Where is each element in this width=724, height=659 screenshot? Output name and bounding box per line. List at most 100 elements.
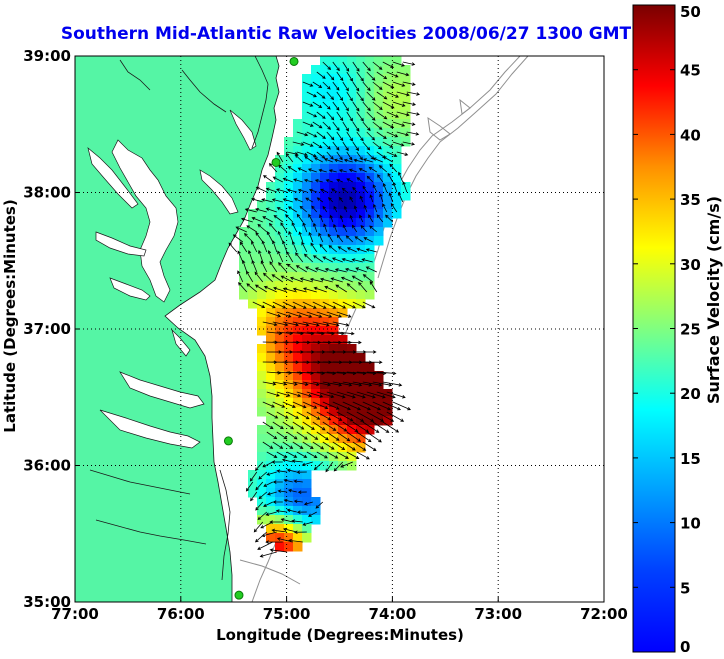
velocity-arrow: [363, 158, 373, 163]
velocity-cell: [311, 515, 321, 525]
velocity-arrow: [316, 131, 326, 140]
velocity-arrow: [301, 241, 308, 253]
velocity-cell: [329, 461, 339, 471]
velocity-cell: [365, 416, 375, 426]
velocity-cell: [383, 209, 393, 219]
velocity-arrow: [369, 225, 378, 233]
velocity-arrow: [291, 222, 298, 233]
velocity-cell: [302, 398, 312, 408]
velocity-arrow: [372, 381, 393, 387]
velocity-cell: [302, 362, 312, 372]
velocity-arrow: [316, 91, 326, 99]
velocity-cell: [266, 254, 276, 264]
velocity-arrow: [249, 471, 258, 482]
velocity-arrow: [266, 431, 278, 440]
velocity-cell: [302, 452, 312, 462]
velocity-arrow: [336, 131, 344, 142]
velocity-cell: [275, 164, 285, 174]
velocity-arrow: [265, 540, 283, 544]
velocity-cell: [347, 191, 357, 201]
velocity-cell: [266, 407, 276, 417]
velocity-cell: [275, 326, 285, 336]
velocity-cell: [266, 227, 276, 237]
velocity-arrow: [268, 162, 278, 173]
velocity-arrow: [282, 287, 297, 293]
velocity-cell: [257, 263, 267, 273]
velocity-cell: [374, 407, 384, 417]
velocity-arrow: [306, 131, 318, 138]
velocity-arrow: [338, 169, 347, 173]
velocity-arrow: [267, 250, 274, 263]
velocity-cell: [320, 461, 330, 471]
velocity-cell: [284, 326, 294, 336]
velocity-cell: [329, 353, 339, 363]
velocity-cell: [392, 56, 402, 66]
velocity-arrow: [332, 381, 353, 387]
velocity-arrow: [336, 331, 355, 336]
velocity-cell: [365, 92, 375, 102]
velocity-arrow: [306, 431, 319, 440]
velocity-arrow: [352, 101, 360, 112]
velocity-arrow: [339, 214, 344, 223]
velocity-cell: [311, 200, 321, 210]
velocity-cell: [338, 299, 348, 309]
velocity-cell: [338, 452, 348, 462]
velocity-arrow: [297, 188, 307, 193]
velocity-arrow: [365, 266, 377, 273]
velocity-arrow: [358, 168, 367, 173]
velocity-cell: [329, 281, 339, 291]
velocity-cell: [293, 146, 303, 156]
velocity-arrow: [292, 441, 304, 449]
velocity-arrow: [318, 168, 327, 173]
velocity-arrow: [255, 231, 264, 243]
velocity-arrow: [355, 267, 367, 273]
velocity-cell: [320, 407, 330, 417]
radar-station-marker: [223, 436, 233, 446]
velocity-cell: [248, 236, 258, 246]
velocity-arrow: [366, 151, 375, 160]
velocity-cell: [302, 155, 312, 165]
velocity-cell: [239, 236, 249, 246]
velocity-cell: [257, 389, 267, 399]
velocity-cell: [347, 83, 357, 93]
velocity-arrow: [362, 61, 371, 72]
velocity-arrow: [342, 141, 349, 152]
velocity-arrow: [326, 131, 335, 141]
velocity-cell: [329, 326, 339, 336]
velocity-cell: [329, 173, 339, 183]
velocity-arrow: [382, 401, 401, 411]
velocity-arrow: [275, 509, 287, 513]
velocity-cell: [302, 317, 312, 327]
velocity-arrow: [332, 81, 340, 91]
velocity-cell: [266, 308, 276, 318]
velocity-arrow: [346, 178, 353, 183]
velocity-arrow: [368, 166, 378, 173]
velocity-cell: [365, 407, 375, 417]
velocity-cell: [338, 83, 348, 93]
velocity-cell: [356, 191, 366, 201]
velocity-cell: [275, 389, 285, 399]
velocity-arrow: [382, 81, 395, 89]
velocity-cell: [383, 191, 393, 201]
velocity-cell: [329, 92, 339, 102]
velocity-cell: [356, 299, 366, 309]
velocity-cell: [284, 542, 294, 552]
velocity-arrow: [342, 340, 362, 345]
velocity-cell: [293, 272, 303, 282]
velocity-field: [239, 56, 411, 552]
velocity-cell: [311, 308, 321, 318]
velocity-cell: [302, 524, 312, 534]
velocity-arrow: [343, 158, 353, 163]
velocity-cell: [284, 425, 294, 435]
velocity-cell: [311, 218, 321, 228]
velocity-arrow: [327, 197, 334, 203]
velocity-arrow: [265, 207, 277, 213]
velocity-cell: [311, 173, 321, 183]
velocity-arrow: [352, 81, 360, 92]
velocity-arrow: [296, 311, 313, 318]
velocity-arrow: [316, 451, 328, 459]
velocity-cell: [293, 524, 303, 534]
velocity-arrow: [392, 181, 398, 193]
velocity-cell: [383, 173, 393, 183]
velocity-cell: [302, 83, 312, 93]
